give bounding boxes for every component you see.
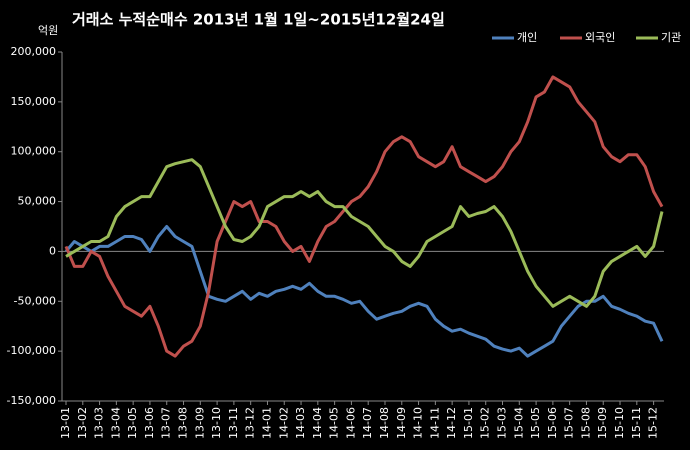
x-tick-label: 13-05 [126, 407, 139, 439]
x-tick-label: 13-12 [244, 407, 257, 439]
y-tick-label: 200,000 [11, 45, 57, 58]
x-tick-label: 13-06 [143, 407, 156, 439]
x-tick-label: 13-10 [210, 407, 223, 439]
x-tick-label: 15-06 [546, 407, 559, 439]
x-tick-label: 14-06 [344, 407, 357, 439]
chart-title: 거래소 누적순매수 2013년 1월 1일~2015년12월24일 [72, 11, 445, 29]
series-line [65, 158, 664, 308]
y-tick-label: -150,000 [7, 394, 56, 407]
x-tick-label: 13-01 [59, 407, 72, 439]
x-tick-label: 14-02 [277, 407, 290, 439]
legend-label: 기관 [661, 31, 681, 44]
x-tick-label: 13-08 [177, 407, 190, 439]
x-tick-label: 15-04 [512, 407, 525, 439]
x-tick-label: 14-05 [328, 407, 341, 439]
series-line [64, 75, 664, 358]
y-unit: 억원 [38, 24, 58, 37]
y-tick-label: -50,000 [14, 294, 56, 307]
x-tick-label: 14-01 [260, 407, 273, 439]
x-tick-label: 14-07 [361, 407, 374, 439]
x-tick-label: 14-04 [311, 407, 324, 439]
x-tick-label: 15-02 [479, 407, 492, 439]
x-tick-label: 13-09 [193, 407, 206, 439]
x-tick-label: 13-04 [109, 407, 122, 439]
x-tick-label: 15-05 [529, 407, 542, 439]
x-tick-label: 15-03 [496, 407, 509, 439]
legend-label: 외국인 [585, 31, 615, 44]
x-tick-label: 15-12 [647, 407, 660, 439]
y-tick-label: 0 [49, 244, 56, 257]
x-tick-label: 15-01 [462, 407, 475, 439]
x-tick-label: 15-11 [630, 407, 643, 439]
y-tick-label: 50,000 [18, 195, 57, 208]
x-tick-label: 14-10 [412, 407, 425, 439]
y-tick-label: 150,000 [11, 95, 57, 108]
x-tick-label: 14-08 [378, 407, 391, 439]
x-tick-label: 15-10 [613, 407, 626, 439]
x-tick-label: 14-03 [294, 407, 307, 439]
x-tick-label: 14-12 [445, 407, 458, 439]
x-tick-label: 15-07 [563, 407, 576, 439]
x-tick-label: 13-03 [93, 407, 106, 439]
x-tick-label: 14-09 [395, 407, 408, 439]
x-tick-label: 15-08 [579, 407, 592, 439]
x-tick-label: 14-11 [428, 407, 441, 439]
y-tick-label: -100,000 [7, 344, 56, 357]
y-tick-label: 100,000 [11, 145, 57, 158]
legend-label: 개인 [517, 31, 537, 44]
x-tick-label: 13-02 [76, 407, 89, 439]
x-tick-label: 13-07 [160, 407, 173, 439]
x-tick-label: 13-11 [227, 407, 240, 439]
x-tick-label: 15-09 [596, 407, 609, 439]
series-line [64, 225, 664, 358]
